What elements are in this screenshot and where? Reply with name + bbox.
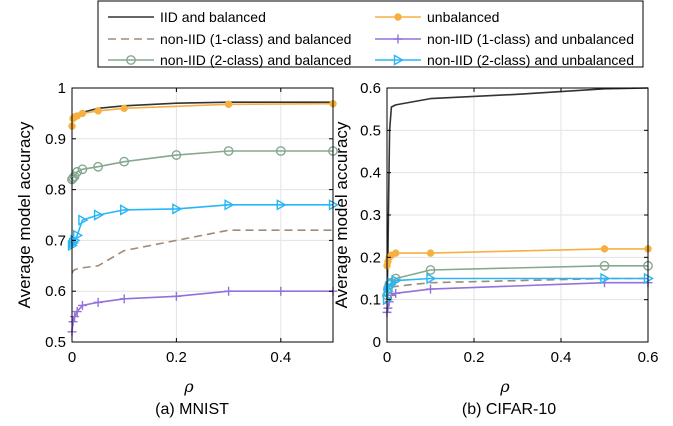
data-point <box>172 203 183 215</box>
x-tick-label: 0.4 <box>551 349 572 366</box>
y-tick-label: 0.8 <box>45 182 66 199</box>
data-point <box>383 285 394 297</box>
chart-cifar10: 0 0.1 0.2 0.3 0.4 0.5 0.6 0 0.2 0.4 0.6 <box>360 80 658 366</box>
data-point <box>171 150 182 160</box>
y-axis-label-mnist: Average model accuracy <box>15 121 34 308</box>
series-non-iid-1-class-and-unbalanced <box>67 286 338 337</box>
legend-label: non-IID (2-class) and unbalanced <box>427 52 634 68</box>
legend-marker <box>394 13 402 21</box>
x-tick-label: 0.6 <box>638 349 659 366</box>
chart-mnist: 0.5 0.6 0.7 0.8 0.9 1 0 0.2 0.4 <box>45 80 339 366</box>
data-point <box>171 291 181 301</box>
data-point <box>276 286 286 296</box>
x-axis-label-mnist: ρ <box>183 377 194 396</box>
legend-item-non-iid-1-class-and-balanced: non-IID (1-class) and balanced <box>108 31 351 47</box>
legend-marker <box>393 34 403 44</box>
data-point <box>93 297 103 307</box>
series-non-iid-2-class-and-balanced <box>67 146 338 185</box>
data-point <box>425 265 436 275</box>
data-point <box>93 209 105 221</box>
data-point <box>384 281 396 293</box>
x-tick-label: 0 <box>68 349 76 366</box>
data-point <box>93 161 104 172</box>
y-tick-label: 0 <box>373 334 381 351</box>
data-point <box>383 303 393 313</box>
data-point <box>68 317 78 327</box>
data-point <box>77 164 88 175</box>
data-point <box>426 249 435 257</box>
y-tick-label: 0.7 <box>45 232 66 249</box>
legend-item-non-iid-2-class-and-balanced: non-IID (2-class) and balanced <box>108 52 351 68</box>
data-point <box>223 146 234 156</box>
grid <box>386 87 649 343</box>
y-tick-label: 0.5 <box>360 122 381 139</box>
data-point <box>426 284 435 294</box>
series-group <box>67 100 339 337</box>
data-point <box>78 214 89 226</box>
legend-label: unbalanced <box>427 9 499 25</box>
plot-area <box>72 88 333 342</box>
legend-item-non-iid-1-class-and-unbalanced: non-IID (1-class) and unbalanced <box>375 31 634 47</box>
series-line <box>71 150 333 180</box>
data-point <box>275 146 286 156</box>
caption-cifar10: (b) CIFAR-10 <box>462 401 556 418</box>
data-point <box>600 272 611 285</box>
series-line <box>71 229 333 274</box>
y-tick-label: 0.3 <box>360 207 381 224</box>
data-point <box>276 199 287 211</box>
data-point <box>78 109 87 118</box>
series-unbalanced <box>383 245 652 270</box>
caption-mnist: (a) MNIST <box>155 401 229 418</box>
data-point <box>72 166 83 177</box>
y-tick-label: 0.9 <box>45 131 66 148</box>
data-point <box>224 100 233 108</box>
data-point <box>119 156 130 167</box>
axes-frame <box>71 87 334 343</box>
legend-label: non-IID (1-class) and balanced <box>160 31 351 47</box>
data-point <box>70 234 81 247</box>
legend-label: non-IID (2-class) and balanced <box>160 52 351 68</box>
legend-marker <box>126 55 136 65</box>
y-tick-label: 0.5 <box>45 334 66 351</box>
x-tick-label: 0.2 <box>464 349 485 366</box>
y-tick-label: 0.2 <box>360 249 381 266</box>
legend-label: IID and balanced <box>160 9 266 25</box>
y-tick-label: 0.6 <box>45 283 66 300</box>
legend-marker <box>393 54 404 66</box>
series-non-iid-1-class-and-balanced <box>71 229 333 274</box>
data-point <box>224 286 234 296</box>
x-tick-label: 0 <box>383 349 391 366</box>
legend: IID and balanced unbalanced non-IID (1-cla… <box>97 0 644 68</box>
data-point <box>119 294 129 304</box>
x-tick-label: 0.4 <box>270 349 291 366</box>
series-non-iid-2-class-and-unbalanced <box>67 199 339 252</box>
data-point <box>120 204 131 216</box>
x-axis-label-cifar10: ρ <box>499 377 510 396</box>
legend-item-non-iid-2-class-and-unbalanced: non-IID (2-class) and unbalanced <box>375 52 634 68</box>
data-point <box>599 260 610 271</box>
legend-box <box>97 0 644 68</box>
data-point <box>392 249 400 257</box>
data-point <box>120 104 128 113</box>
legend-item-iid-and-balanced: IID and balanced <box>108 9 266 25</box>
y-tick-label: 0.1 <box>360 292 381 309</box>
data-point <box>600 245 609 253</box>
data-point <box>73 229 84 242</box>
y-axis-label-cifar10: Average model accuracy <box>332 121 351 308</box>
y-tick-label: 0.6 <box>360 80 381 97</box>
data-point <box>391 274 402 287</box>
data-point <box>77 300 87 310</box>
data-point <box>94 107 102 115</box>
y-tick-label: 1 <box>58 80 66 97</box>
x-tick-label: 0.2 <box>166 349 187 366</box>
data-point <box>72 307 82 317</box>
y-tick-label: 0.4 <box>360 165 381 182</box>
legend-item-unbalanced: unbalanced <box>375 9 499 25</box>
legend-label: non-IID (1-class) and unbalanced <box>427 31 634 47</box>
data-point <box>224 199 235 211</box>
data-point <box>426 272 437 285</box>
data-point <box>391 288 401 298</box>
